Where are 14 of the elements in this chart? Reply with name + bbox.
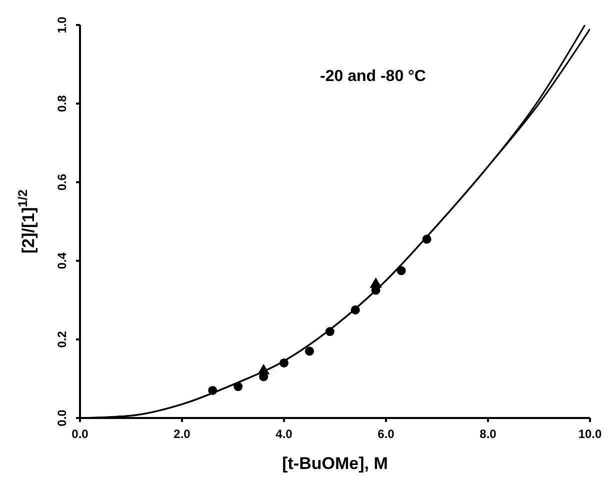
- y-tick-label: 0.0: [55, 409, 69, 426]
- x-tick-label: 2.0: [174, 427, 191, 441]
- y-tick-label: 0.2: [55, 330, 69, 348]
- x-tick-label: 6.0: [378, 427, 395, 441]
- y-tick-label: 1.0: [55, 16, 69, 34]
- x-tick-label: 8.0: [480, 427, 497, 441]
- y-tick-label: 0.8: [55, 94, 69, 112]
- x-tick-label: 10.0: [578, 427, 602, 441]
- x-tick-label: 0.0: [72, 427, 89, 441]
- annotation: -20 and -80 °C: [320, 68, 426, 86]
- x-tick-label: 4.0: [276, 427, 293, 441]
- x-axis-title: [t-BuOMe], M: [282, 454, 388, 473]
- y-tick-label: 0.6: [55, 174, 69, 191]
- y-tick-label: 0.4: [55, 252, 69, 270]
